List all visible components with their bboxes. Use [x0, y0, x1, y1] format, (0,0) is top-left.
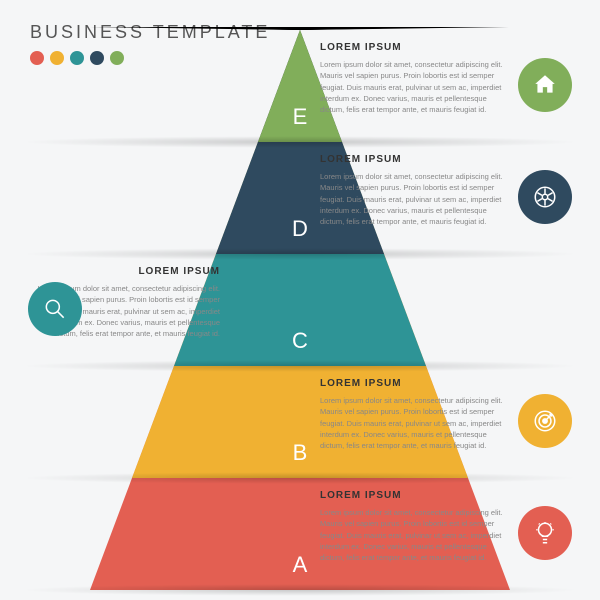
pyramid-row-c: CLOREM IPSUMLorem ipsum dolor sit amet, …	[0, 254, 600, 366]
text-title: LOREM IPSUM	[320, 378, 505, 389]
text-block-a: LOREM IPSUM Lorem ipsum dolor sit amet, c…	[320, 490, 505, 563]
pyramid-row-a: A LOREM IPSUM Lorem ipsum dolor sit amet, …	[0, 478, 600, 590]
magnifier-icon	[28, 282, 82, 336]
gear-icon	[518, 170, 572, 224]
triangle-label-b: B	[293, 440, 308, 466]
text-block-d: LOREM IPSUM Lorem ipsum dolor sit amet, c…	[320, 154, 505, 227]
text-body: Lorem ipsum dolor sit amet, consectetur …	[320, 395, 505, 451]
triangle-label-d: D	[292, 216, 308, 242]
pyramid-row-e: E LOREM IPSUM Lorem ipsum dolor sit amet, …	[0, 30, 600, 142]
text-body: Lorem ipsum dolor sit amet, consectetur …	[320, 507, 505, 563]
pyramid-row-d: D LOREM IPSUM Lorem ipsum dolor sit amet, …	[0, 142, 600, 254]
triangle-label-e: E	[293, 104, 308, 130]
text-block-e: LOREM IPSUM Lorem ipsum dolor sit amet, c…	[320, 42, 505, 115]
text-block-b: LOREM IPSUM Lorem ipsum dolor sit amet, c…	[320, 378, 505, 451]
pyramid: A LOREM IPSUM Lorem ipsum dolor sit amet, …	[0, 30, 600, 590]
bulb-icon	[518, 506, 572, 560]
text-body: Lorem ipsum dolor sit amet, consectetur …	[320, 171, 505, 227]
triangle-label-c: C	[292, 328, 308, 354]
target-icon	[518, 394, 572, 448]
triangle-label-a: A	[293, 552, 308, 578]
text-title: LOREM IPSUM	[320, 42, 505, 53]
text-title: LOREM IPSUM	[35, 266, 220, 277]
house-icon	[518, 58, 572, 112]
text-title: LOREM IPSUM	[320, 490, 505, 501]
pyramid-row-b: B LOREM IPSUM Lorem ipsum dolor sit amet, …	[0, 366, 600, 478]
text-body: Lorem ipsum dolor sit amet, consectetur …	[320, 59, 505, 115]
text-title: LOREM IPSUM	[320, 154, 505, 165]
